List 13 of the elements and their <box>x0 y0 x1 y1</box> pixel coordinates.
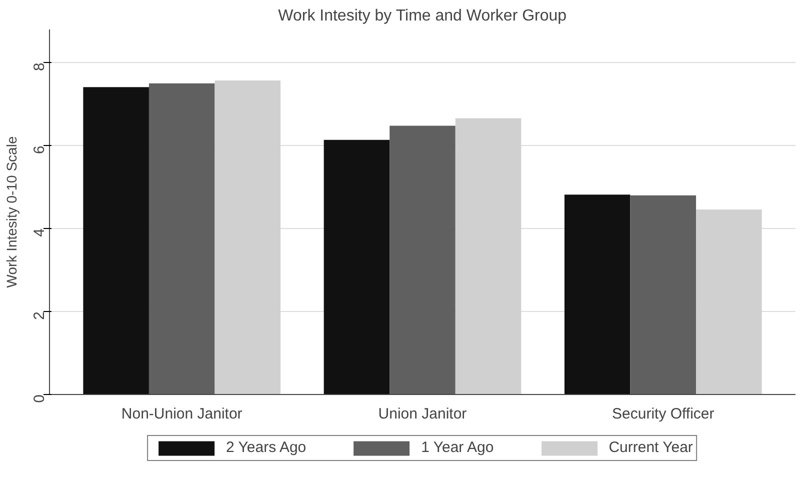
legend-label: Current Year <box>608 439 693 456</box>
x-tick-label: Non-Union Janitor <box>121 406 242 422</box>
x-tick-label: Security Officer <box>612 406 714 422</box>
y-tick-label: 4 <box>31 228 48 237</box>
legend-label: 2 Years Ago <box>226 439 306 456</box>
x-tick-label: Union Janitor <box>378 406 467 422</box>
y-tick-label: 6 <box>31 146 48 154</box>
chart-title: Work Intesity by Time and Worker Group <box>278 8 567 24</box>
legend-label: 1 Year Ago <box>421 439 494 456</box>
y-axis-title: Work Intesity 0-10 Scale <box>4 136 20 288</box>
y-tick-label: 2 <box>31 312 48 320</box>
y-tick-label: 0 <box>31 394 48 403</box>
y-tick-label: 8 <box>31 62 48 72</box>
